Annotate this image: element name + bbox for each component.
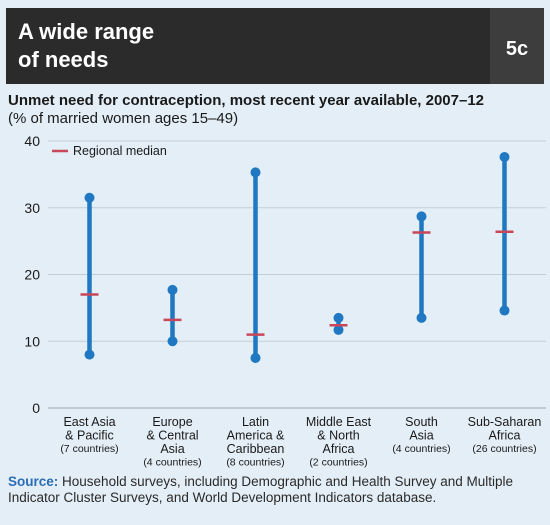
header-bar: A wide range of needs [6,8,490,84]
range-group [80,192,99,360]
range-min-point [499,305,510,316]
x-category-label: Middle East [306,415,372,429]
x-category-label: America & [227,429,285,443]
gridlines [48,140,546,409]
chart-subtitle: Unmet need for contraception, most recen… [8,92,548,128]
y-tick-label: 40 [24,133,40,149]
figure-title: A wide range of needs [18,18,318,74]
y-axis: 0 10 20 30 40 [24,133,40,416]
x-category-label: & Central [146,429,198,443]
chart-unit: (% of married women ages 15–49) [8,110,239,127]
range-min-point [167,336,178,347]
x-category-label: & North [317,429,359,443]
figure-number: 5c [505,38,529,60]
x-category-note: (4 countries) [143,457,201,469]
range-max-point [499,152,510,163]
y-tick-label: 20 [24,267,40,283]
range-max-point [167,284,178,295]
range-max-point [333,312,344,323]
x-category-label: Sub-Saharan [468,415,542,429]
range-group [412,211,431,323]
source-text: Household surveys, including Demographic… [8,474,514,505]
source-note: Source: Household surveys, including Dem… [8,474,544,506]
range-chart: 0 10 20 30 40 Regional median East Asia& Pac… [24,133,546,469]
range-group [495,152,514,316]
legend-label: Regional median [73,144,167,158]
title-line-2: of needs [18,47,109,72]
x-category-label: East Asia [63,415,115,429]
x-category-label: Europe [152,415,192,429]
range-max-point [250,167,261,178]
figure-number-badge: 5c [490,8,544,84]
range-max-point [84,192,95,203]
x-category-label: Africa [323,442,355,456]
x-category-label: Caribbean [227,442,285,456]
source-label: Source: [8,474,59,489]
x-category-note: (26 countries) [472,443,536,455]
x-category-note: (7 countries) [60,443,118,455]
range-min-point [416,312,427,323]
y-tick-label: 0 [32,400,40,416]
x-category-label: Latin [242,415,269,429]
chart-title: Unmet need for contraception, most recen… [8,92,485,109]
range-group [329,312,348,335]
range-min-point [333,324,344,335]
data-marks [80,152,514,363]
y-tick-label: 30 [24,200,40,216]
range-min-point [250,352,261,363]
x-category-label: Asia [409,429,433,443]
range-max-point [416,211,427,222]
y-tick-label: 10 [24,333,40,349]
legend: Regional median [52,144,167,158]
x-category-note: (4 countries) [392,443,450,455]
x-category-label: & Pacific [65,429,114,443]
range-group [246,167,265,363]
range-min-point [84,349,95,360]
title-line-1: A wide range [18,19,155,44]
x-category-label: South [405,415,438,429]
range-group [163,284,182,347]
x-category-note: (8 countries) [226,457,284,469]
x-axis-labels: East Asia& Pacific(7 countries) Europe& C… [60,415,541,469]
x-category-note: (2 countries) [309,457,367,469]
x-category-label: Asia [160,442,184,456]
x-category-label: Africa [489,429,521,443]
